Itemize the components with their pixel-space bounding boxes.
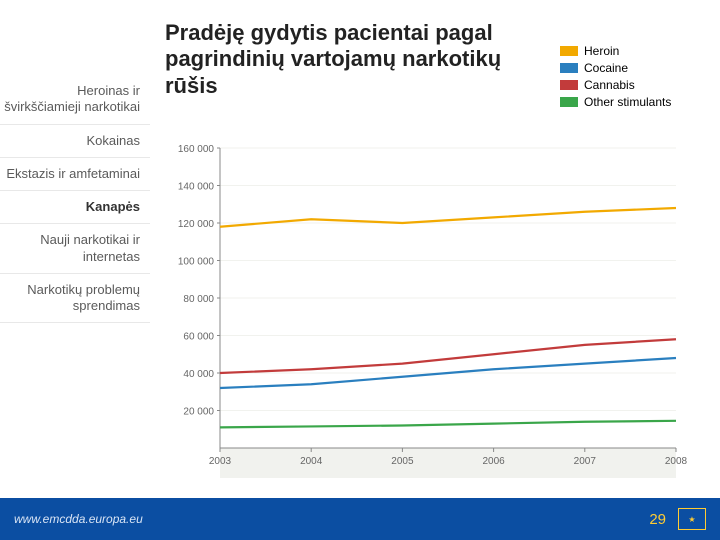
page-title: Pradėję gydytis pacientai pagal pagrindi… [165, 20, 535, 99]
chart-legend: Heroin Cocaine Cannabis Other stimulants [560, 44, 671, 112]
sidebar: Heroinas ir švirkščiamieji narkotikaiKok… [0, 75, 150, 323]
legend-item: Cocaine [560, 61, 671, 75]
legend-swatch [560, 80, 578, 90]
legend-swatch [560, 63, 578, 73]
svg-text:120 000: 120 000 [178, 219, 215, 230]
svg-text:2008: 2008 [665, 456, 688, 467]
svg-text:40 000: 40 000 [183, 369, 214, 380]
sidebar-item[interactable]: Narkotikų problemų sprendimas [0, 274, 150, 324]
footer-right: 29 ★ [649, 508, 706, 530]
legend-label: Other stimulants [584, 95, 671, 109]
legend-label: Cannabis [584, 78, 635, 92]
sidebar-item[interactable]: Nauji narkotikai ir internetas [0, 224, 150, 274]
svg-text:2003: 2003 [209, 456, 232, 467]
svg-text:2007: 2007 [574, 456, 597, 467]
legend-swatch [560, 46, 578, 56]
svg-text:80 000: 80 000 [183, 294, 214, 305]
sidebar-item[interactable]: Kanapės [0, 191, 150, 224]
svg-text:2004: 2004 [300, 456, 323, 467]
slide: Heroinas ir švirkščiamieji narkotikaiKok… [0, 0, 720, 540]
svg-text:60 000: 60 000 [183, 332, 214, 343]
legend-swatch [560, 97, 578, 107]
line-chart: 20 000 40 000 60 000 80 000 100 000 120 000 14… [160, 128, 690, 478]
svg-text:20 000: 20 000 [183, 407, 214, 418]
legend-item: Other stimulants [560, 95, 671, 109]
sidebar-item[interactable]: Kokainas [0, 125, 150, 158]
legend-label: Cocaine [584, 61, 628, 75]
svg-text:140 000: 140 000 [178, 182, 215, 193]
eu-flag-icon: ★ [678, 508, 706, 530]
footer-url: www.emcdda.europa.eu [14, 512, 143, 526]
footer: www.emcdda.europa.eu 29 ★ [0, 498, 720, 540]
svg-text:2005: 2005 [391, 456, 414, 467]
legend-item: Heroin [560, 44, 671, 58]
sidebar-item[interactable]: Heroinas ir švirkščiamieji narkotikai [0, 75, 150, 125]
legend-item: Cannabis [560, 78, 671, 92]
legend-label: Heroin [584, 44, 619, 58]
page-number: 29 [649, 511, 666, 528]
svg-text:160 000: 160 000 [178, 144, 215, 155]
svg-text:100 000: 100 000 [178, 257, 215, 268]
sidebar-item[interactable]: Ekstazis ir amfetaminai [0, 158, 150, 191]
svg-text:2006: 2006 [482, 456, 505, 467]
